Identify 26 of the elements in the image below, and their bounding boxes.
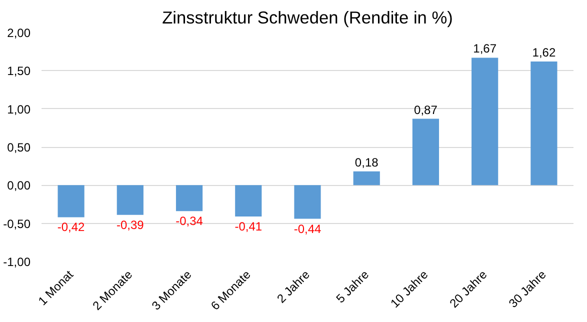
y-tick-label: 1,50 [7, 64, 31, 78]
data-label: 0,87 [414, 102, 438, 117]
bar [116, 185, 144, 215]
data-label: -0,34 [176, 214, 204, 228]
y-tick-label: 0,50 [7, 140, 31, 154]
y-tick-label: 0,00 [7, 178, 31, 193]
chart-title: Zinsstruktur Schweden (Rendite in %) [162, 8, 453, 28]
bar [472, 58, 498, 186]
y-tick-label: -1,00 [3, 255, 31, 269]
bar [530, 62, 558, 186]
data-label: 1,62 [532, 46, 556, 60]
y-tick-label: 2,00 [7, 26, 31, 40]
bar [353, 171, 380, 186]
bar [176, 185, 203, 212]
bar [412, 118, 440, 186]
data-label: -0,39 [116, 218, 144, 232]
data-label: -0,41 [234, 219, 262, 234]
y-tick-label: -0,50 [3, 216, 31, 231]
bar [58, 185, 84, 218]
data-label: 0,18 [354, 155, 379, 170]
data-label: -0,42 [57, 220, 86, 234]
bar [235, 185, 262, 216]
data-label: 1,67 [473, 42, 497, 56]
y-tick-label: 1,00 [7, 102, 31, 116]
data-label: -0,44 [294, 222, 322, 236]
bar [294, 185, 321, 219]
